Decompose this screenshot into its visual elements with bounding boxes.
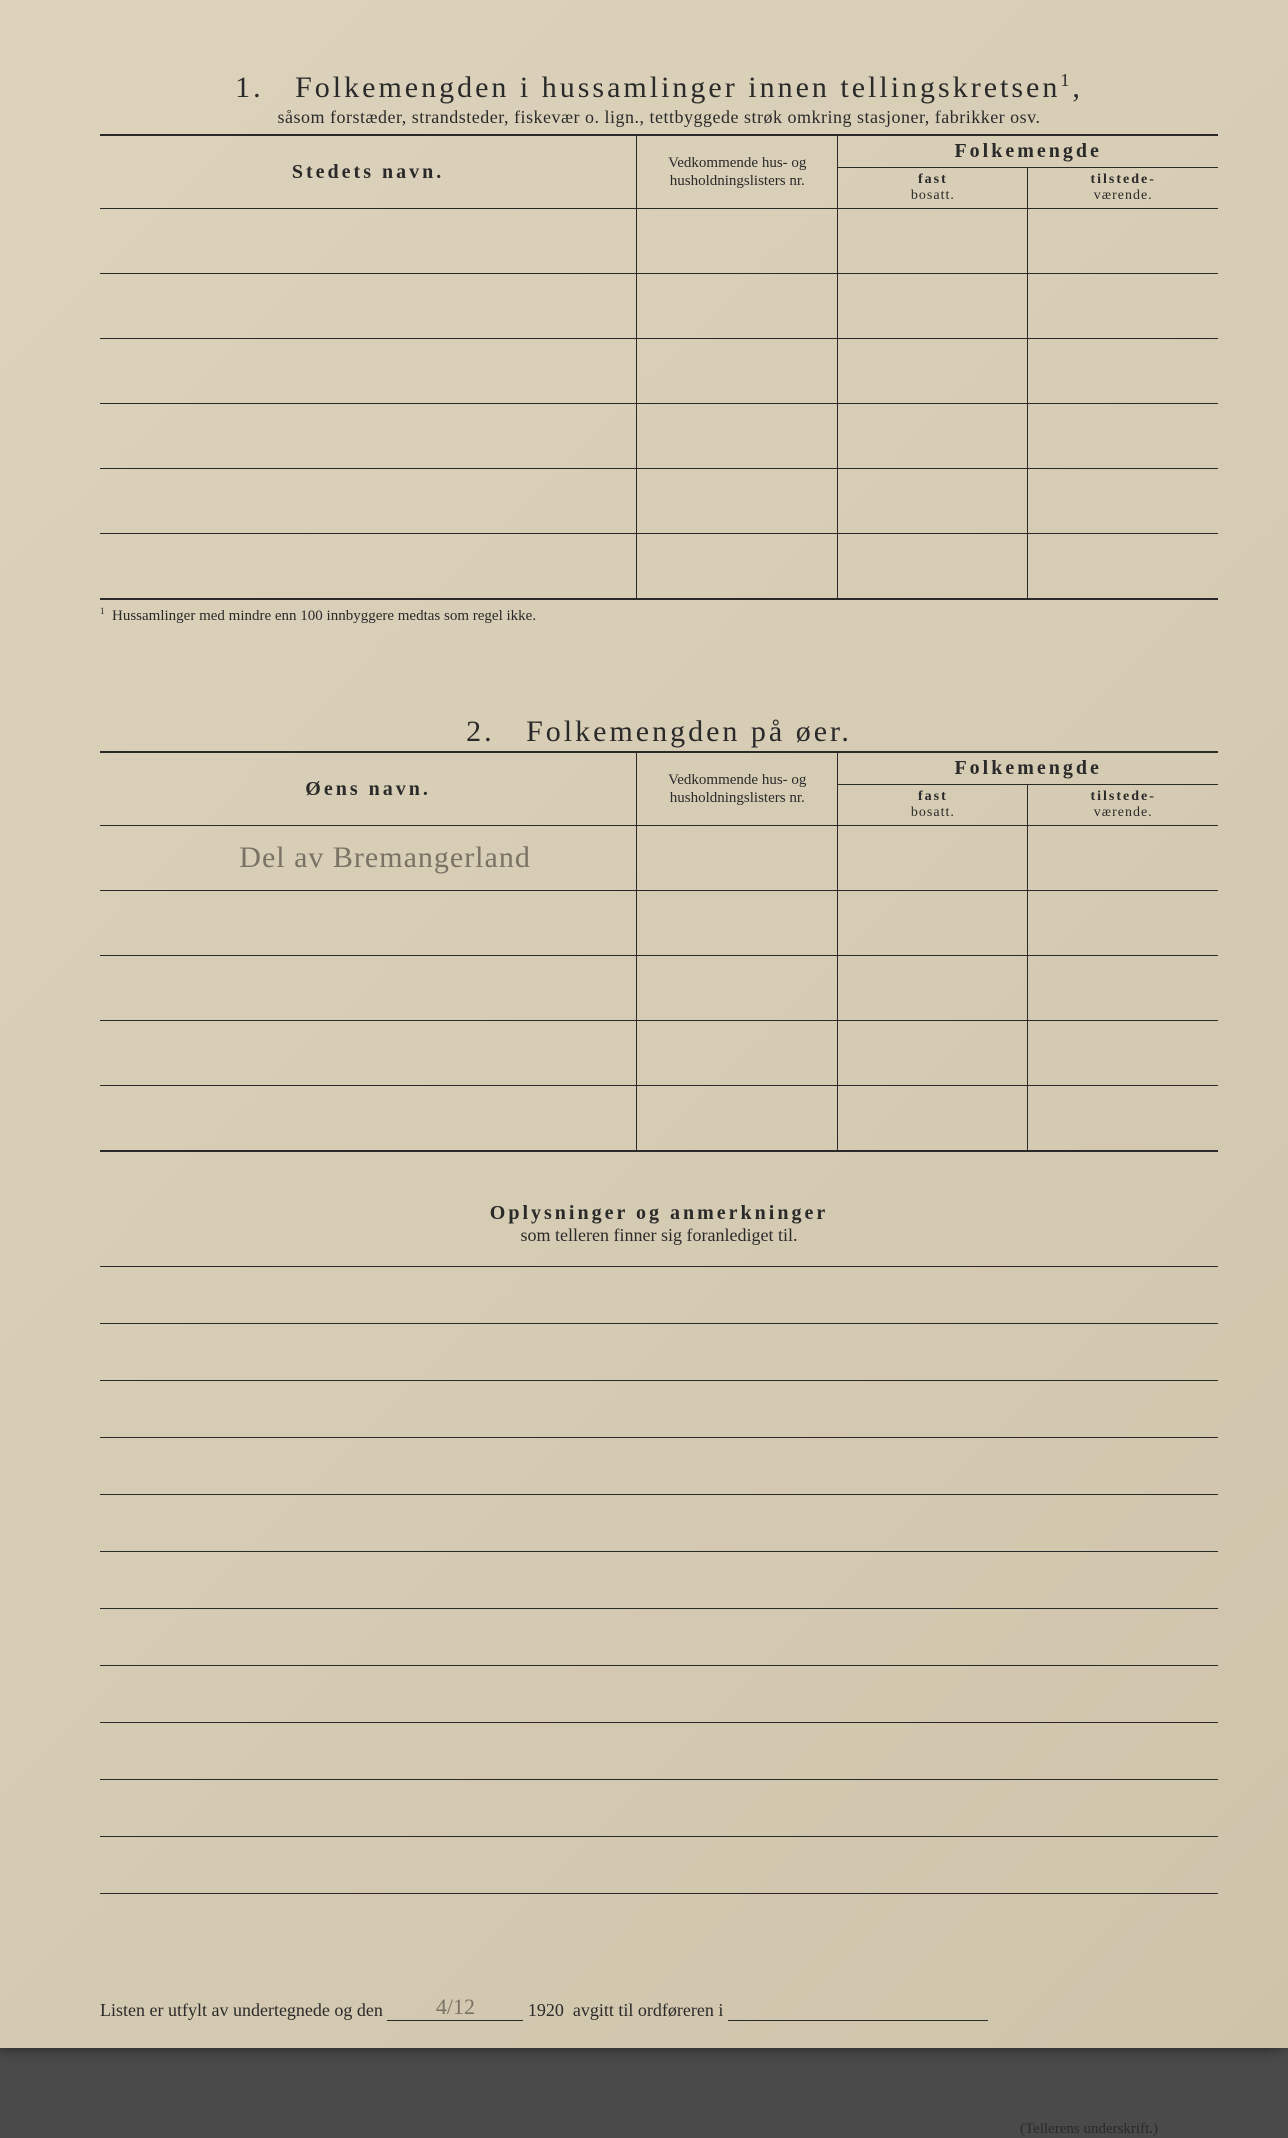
table-row: Del av Bremangerland [100, 826, 1218, 891]
ruled-line [100, 1324, 1218, 1381]
ruled-line [100, 1267, 1218, 1324]
table-row [100, 1086, 1218, 1152]
section-1-sup: 1 [1060, 70, 1072, 90]
ruled-line [100, 1552, 1218, 1609]
footer-text: Listen er utfylt av undertegnede og den … [100, 1994, 1218, 2021]
table-row [100, 339, 1218, 404]
table-1-body [100, 209, 1218, 600]
section-2-title: 2. Folkemengden på øer. [100, 715, 1218, 749]
document-page: 1. Folkemengden i hussamlinger innen tel… [0, 0, 1288, 2048]
col-fast-2: fast bosatt. [838, 785, 1028, 826]
section-2-number: 2. [466, 715, 495, 748]
ruled-line [100, 1609, 1218, 1666]
ruled-line [100, 1780, 1218, 1837]
table-row [100, 956, 1218, 1021]
table-row [100, 404, 1218, 469]
ruled-line [100, 1438, 1218, 1495]
remarks-section: Oplysninger og anmerkninger som telleren… [100, 1202, 1218, 1894]
ruled-line [100, 1837, 1218, 1894]
table-row [100, 1021, 1218, 1086]
section-1-number: 1. [235, 71, 264, 104]
cell [100, 891, 637, 956]
cell [100, 1021, 637, 1086]
col-island: Øens navn. [100, 752, 637, 826]
section-2-title-text: Folkemengden på øer. [526, 715, 852, 748]
col-population: Folkemengde [838, 135, 1218, 168]
remarks-subtitle: som telleren finner sig foranlediget til… [100, 1225, 1218, 1246]
section-1: 1. Folkemengden i hussamlinger innen tel… [100, 70, 1218, 625]
ruled-line [100, 1666, 1218, 1723]
ruled-lines [100, 1266, 1218, 1894]
ruled-line [100, 1495, 1218, 1552]
col-fast: fast bosatt. [838, 168, 1028, 209]
handwritten-entry: Del av Bremangerland [100, 826, 637, 891]
table-2: Øens navn. Vedkommende hus- og husholdni… [100, 751, 1218, 1152]
col-lists: Vedkommende hus- og husholdningslisters … [637, 135, 838, 209]
ruled-line [100, 1381, 1218, 1438]
table-row [100, 209, 1218, 274]
table-2-body: Del av Bremangerland [100, 826, 1218, 1152]
section-1-title: 1. Folkemengden i hussamlinger innen tel… [100, 70, 1218, 105]
mayor-blank [728, 2020, 988, 2021]
col-place: Stedets navn. [100, 135, 637, 209]
table-row [100, 891, 1218, 956]
col-tilstede: tilstede- værende. [1028, 168, 1218, 209]
cell [100, 1086, 637, 1152]
col-tilstede-2: tilstede- værende. [1028, 785, 1218, 826]
table-row [100, 534, 1218, 600]
table-1: Stedets navn. Vedkommende hus- og hushol… [100, 134, 1218, 600]
section-1-subtitle: såsom forstæder, strandsteder, fiskevær … [100, 107, 1218, 128]
table-row [100, 469, 1218, 534]
section-2: 2. Folkemengden på øer. Øens navn. Vedko… [100, 715, 1218, 1152]
col-lists-2: Vedkommende hus- og husholdningslisters … [637, 752, 838, 826]
signature-label: (Tellerens underskrift.) [100, 2121, 1218, 2138]
col-population-2: Folkemengde [838, 752, 1218, 785]
section-1-title-text: Folkemengden i hussamlinger innen tellin… [295, 71, 1060, 104]
cell [100, 956, 637, 1021]
date-handwritten: 4/12 [387, 1994, 523, 2021]
table-row [100, 274, 1218, 339]
ruled-line [100, 1723, 1218, 1780]
footnote-1: 1 Hussamlinger med mindre enn 100 innbyg… [100, 606, 1218, 625]
remarks-title: Oplysninger og anmerkninger [100, 1202, 1218, 1225]
